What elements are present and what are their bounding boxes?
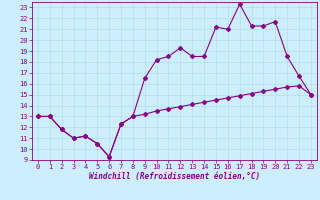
X-axis label: Windchill (Refroidissement éolien,°C): Windchill (Refroidissement éolien,°C) <box>89 172 260 181</box>
